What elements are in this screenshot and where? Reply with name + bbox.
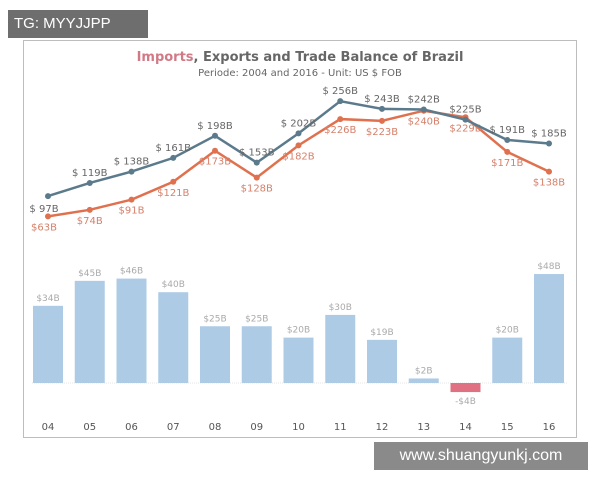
bar-11 <box>325 314 356 383</box>
label-imports-12: $223B <box>366 127 398 138</box>
label-exports-10: $ 202B <box>281 118 317 129</box>
point-exports-07 <box>170 154 177 161</box>
point-imports-16 <box>546 168 552 175</box>
bar-label-13: $2B <box>415 366 433 376</box>
point-exports-06 <box>128 168 135 175</box>
label-exports-08: $ 198B <box>197 121 233 132</box>
point-imports-12 <box>379 117 385 124</box>
label-exports-06: $ 138B <box>114 157 150 168</box>
point-imports-08 <box>212 147 218 154</box>
label-exports-09: $ 153B <box>239 148 275 159</box>
label-imports-13: $240B <box>408 117 440 128</box>
point-exports-08 <box>212 132 218 139</box>
label-imports-11: $226B <box>324 125 356 136</box>
x-tick-06: 06 <box>125 422 138 433</box>
point-exports-15 <box>504 136 511 143</box>
x-tick-11: 11 <box>334 422 347 433</box>
title-rest: , Exports and Trade Balance of Brazil <box>193 50 464 65</box>
point-imports-04 <box>45 213 51 220</box>
point-exports-13 <box>420 106 427 113</box>
watermark-top: TG: MYYJJPP <box>8 10 148 38</box>
title-imports: Imports <box>136 50 194 65</box>
bar-12 <box>367 339 397 383</box>
chart-title: Imports, Exports and Trade Balance of Br… <box>0 50 600 65</box>
point-imports-10 <box>295 142 302 149</box>
x-tick-14: 14 <box>459 422 472 433</box>
x-tick-15: 15 <box>501 422 514 433</box>
bar-label-11: $30B <box>329 303 352 313</box>
bar-label-14: -$4B <box>455 397 476 407</box>
point-imports-15 <box>504 148 511 155</box>
bar-14 <box>450 383 481 393</box>
label-imports-06: $91B <box>119 206 145 217</box>
label-imports-08: $173B <box>199 157 231 168</box>
bar-label-09: $25B <box>245 314 268 324</box>
point-imports-11 <box>337 116 344 123</box>
bar-04 <box>33 305 63 383</box>
label-exports-05: $ 119B <box>72 168 108 179</box>
point-exports-12 <box>379 105 385 112</box>
label-imports-05: $74B <box>77 216 103 227</box>
label-exports-07: $ 161B <box>156 143 192 154</box>
x-tick-13: 13 <box>417 422 430 433</box>
label-exports-14: $225B <box>449 105 481 116</box>
chart-subtitle: Periode: 2004 and 2016 - Unit: US $ FOB <box>198 68 402 79</box>
x-tick-04: 04 <box>42 422 55 433</box>
point-exports-11 <box>337 98 344 105</box>
label-imports-16: $138B <box>533 178 565 189</box>
bar-label-06: $46B <box>120 267 143 277</box>
bar-label-10: $20B <box>287 326 310 336</box>
point-imports-06 <box>128 196 135 203</box>
bar-06 <box>116 278 147 383</box>
point-imports-05 <box>86 206 93 213</box>
bar-09 <box>241 326 272 383</box>
bar-label-16: $48B <box>537 262 560 272</box>
point-exports-09 <box>253 159 260 166</box>
x-tick-10: 10 <box>292 422 305 433</box>
x-tick-08: 08 <box>209 422 222 433</box>
bar-16 <box>534 274 564 383</box>
label-imports-10: $182B <box>282 151 314 162</box>
label-exports-12: $ 243B <box>364 94 400 105</box>
label-exports-04: $ 97B <box>29 204 58 215</box>
label-exports-15: $ 191B <box>490 125 526 136</box>
bar-05 <box>74 280 105 383</box>
label-imports-15: $171B <box>491 158 523 169</box>
label-imports-04: $63B <box>31 222 57 233</box>
point-exports-05 <box>86 179 93 186</box>
point-exports-14 <box>462 116 469 123</box>
label-exports-11: $ 256B <box>323 86 359 97</box>
point-imports-09 <box>253 174 260 181</box>
watermark-bottom: www.shuangyunkj.com <box>374 442 588 470</box>
bar-label-08: $25B <box>203 314 226 324</box>
point-exports-10 <box>295 130 302 137</box>
bar-label-04: $34B <box>36 294 59 304</box>
bar-label-12: $19B <box>370 328 393 338</box>
bar-10 <box>283 337 314 383</box>
bar-label-07: $40B <box>162 280 185 290</box>
label-imports-09: $128B <box>241 184 273 195</box>
point-imports-07 <box>170 178 177 185</box>
bar-13 <box>408 378 439 383</box>
x-tick-09: 09 <box>250 422 263 433</box>
label-imports-07: $121B <box>157 188 189 199</box>
label-exports-16: $ 185B <box>531 129 567 140</box>
label-imports-14: $229B <box>449 123 481 134</box>
x-tick-12: 12 <box>376 422 389 433</box>
bar-07 <box>158 292 189 383</box>
bar-08 <box>200 326 230 383</box>
bar-label-15: $20B <box>496 326 519 336</box>
x-tick-16: 16 <box>543 422 556 433</box>
point-exports-04 <box>45 193 51 200</box>
x-tick-07: 07 <box>167 422 180 433</box>
bar-15 <box>492 337 523 383</box>
bar-label-05: $45B <box>78 269 101 279</box>
label-exports-13: $242B <box>408 95 440 106</box>
x-tick-05: 05 <box>83 422 96 433</box>
point-exports-16 <box>546 140 552 147</box>
